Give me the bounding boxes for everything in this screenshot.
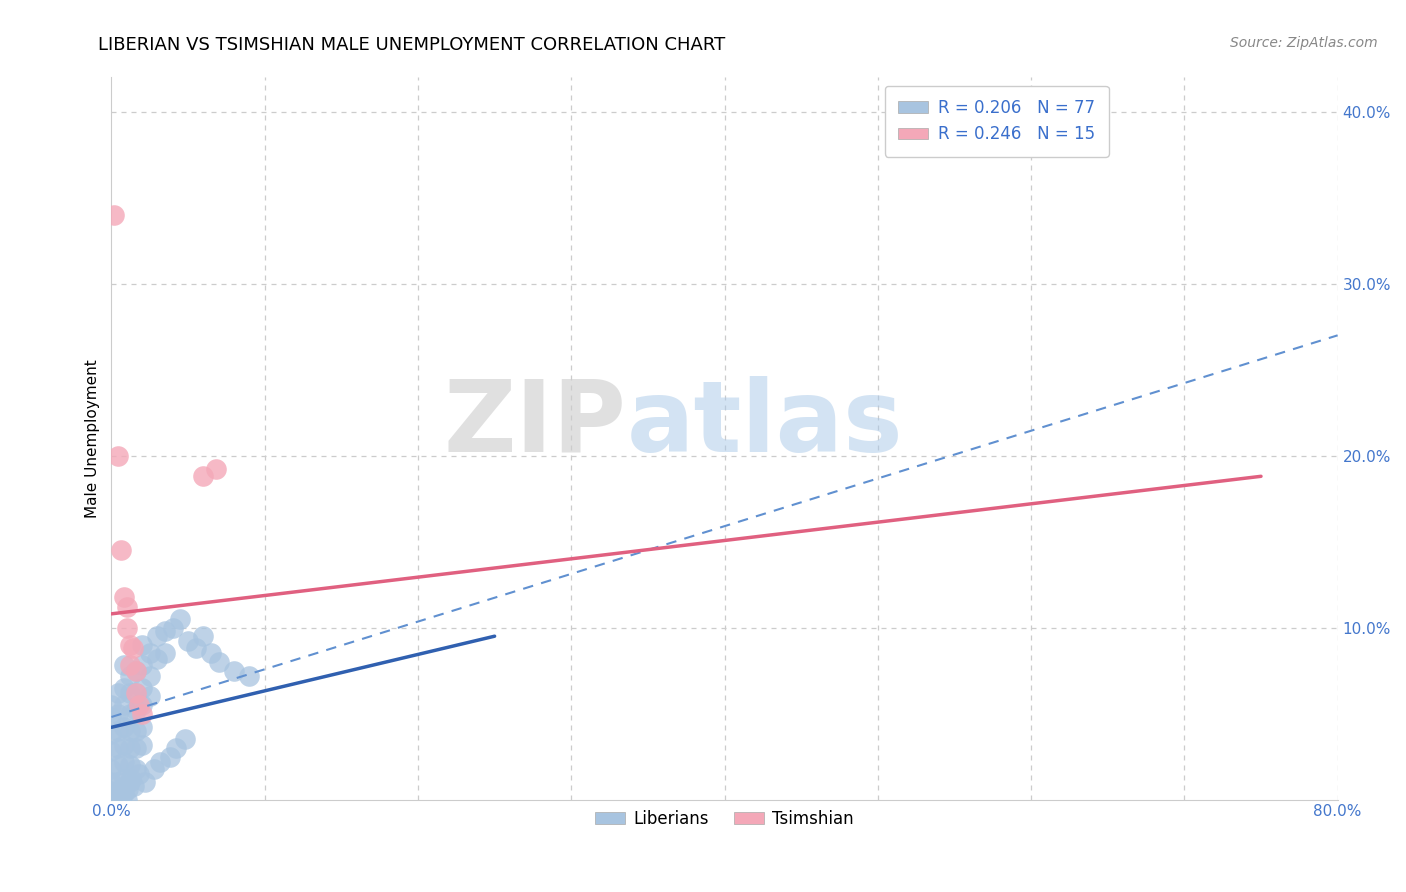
Point — [100, 792, 122, 806]
Point — [169, 612, 191, 626]
Point — [125, 686, 148, 700]
Point — [100, 744, 122, 758]
Point — [118, 686, 141, 700]
Point — [118, 669, 141, 683]
Point — [112, 786, 135, 800]
Point — [118, 638, 141, 652]
Point — [124, 779, 146, 793]
Text: LIBERIAN VS TSIMSHIAN MALE UNEMPLOYMENT CORRELATION CHART: LIBERIAN VS TSIMSHIAN MALE UNEMPLOYMENT … — [98, 36, 725, 54]
Point — [193, 629, 215, 643]
Point — [134, 775, 156, 789]
Point — [117, 782, 139, 797]
Point — [165, 741, 187, 756]
Point — [100, 727, 122, 741]
Point — [138, 690, 160, 704]
Point — [107, 786, 129, 800]
Point — [118, 741, 141, 756]
Point — [100, 775, 122, 789]
Point — [100, 762, 122, 776]
Point — [107, 758, 129, 772]
Point — [107, 775, 129, 789]
Text: atlas: atlas — [627, 376, 903, 473]
Point — [112, 681, 135, 695]
Point — [120, 772, 142, 786]
Point — [107, 723, 129, 738]
Point — [200, 646, 222, 660]
Point — [131, 681, 153, 695]
Point — [118, 706, 141, 721]
Point — [112, 720, 135, 734]
Point — [108, 784, 131, 798]
Point — [146, 651, 169, 665]
Point — [110, 792, 132, 806]
Point — [118, 658, 141, 673]
Point — [103, 792, 125, 806]
Point — [128, 766, 150, 780]
Point — [125, 741, 148, 756]
Point — [128, 698, 150, 712]
Point — [100, 789, 122, 803]
Point — [131, 720, 153, 734]
Point — [112, 772, 135, 786]
Point — [138, 646, 160, 660]
Point — [100, 710, 122, 724]
Point — [208, 655, 231, 669]
Point — [193, 469, 215, 483]
Point — [115, 599, 138, 614]
Point — [107, 741, 129, 756]
Point — [125, 762, 148, 776]
Point — [177, 634, 200, 648]
Point — [112, 658, 135, 673]
Point — [131, 658, 153, 673]
Point — [112, 738, 135, 752]
Point — [125, 664, 148, 678]
Point — [131, 738, 153, 752]
Legend: Liberians, Tsimshian: Liberians, Tsimshian — [589, 803, 860, 835]
Point — [115, 792, 138, 806]
Point — [112, 590, 135, 604]
Point — [204, 462, 226, 476]
Point — [174, 732, 197, 747]
Point — [114, 779, 136, 793]
Point — [159, 749, 181, 764]
Y-axis label: Male Unemployment: Male Unemployment — [86, 359, 100, 518]
Point — [125, 686, 148, 700]
Point — [103, 208, 125, 222]
Point — [107, 686, 129, 700]
Point — [118, 758, 141, 772]
Point — [122, 641, 145, 656]
Point — [125, 664, 148, 678]
Point — [238, 669, 260, 683]
Point — [131, 706, 153, 721]
Text: ZIP: ZIP — [443, 376, 627, 473]
Point — [149, 755, 172, 769]
Point — [112, 755, 135, 769]
Point — [131, 698, 153, 712]
Point — [107, 706, 129, 721]
Point — [222, 664, 245, 678]
Point — [110, 543, 132, 558]
Point — [118, 723, 141, 738]
Point — [107, 449, 129, 463]
Point — [107, 792, 129, 806]
Point — [153, 646, 176, 660]
Point — [131, 638, 153, 652]
Point — [153, 624, 176, 638]
Point — [143, 762, 166, 776]
Point — [184, 641, 207, 656]
Text: Source: ZipAtlas.com: Source: ZipAtlas.com — [1230, 36, 1378, 50]
Point — [112, 698, 135, 712]
Point — [125, 723, 148, 738]
Point — [115, 621, 138, 635]
Point — [162, 621, 184, 635]
Point — [100, 784, 122, 798]
Point — [105, 789, 128, 803]
Point — [100, 698, 122, 712]
Point — [118, 775, 141, 789]
Point — [125, 703, 148, 717]
Point — [111, 788, 134, 802]
Point — [146, 629, 169, 643]
Point — [138, 669, 160, 683]
